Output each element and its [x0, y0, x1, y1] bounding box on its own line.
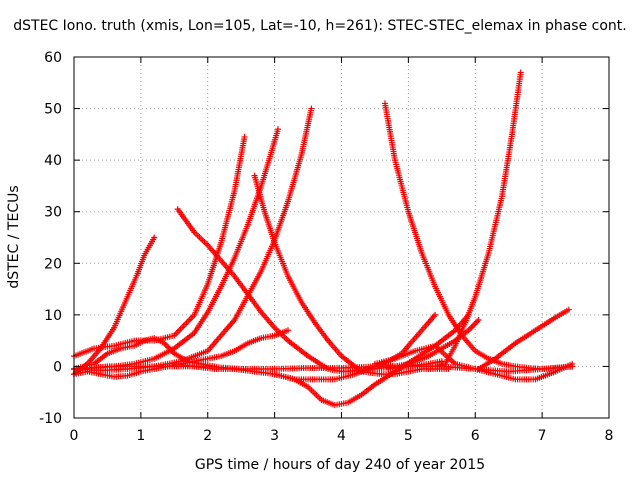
x-tick-label: 3 [270, 428, 279, 444]
y-axis-label: dSTEC / TECUs [6, 185, 22, 289]
y-tick-label: 60 [44, 50, 62, 66]
series-s10 [381, 100, 576, 373]
data-point [432, 311, 439, 318]
x-tick-label: 1 [136, 428, 145, 444]
series-s15 [475, 306, 572, 373]
x-axis-label: GPS time / hours of day 240 of year 2015 [194, 457, 486, 473]
chart-title: dSTEC Iono. truth (xmis, Lon=105, Lat=-1… [13, 18, 627, 34]
data-point [469, 322, 476, 329]
x-tick-label: 6 [471, 428, 480, 444]
data-point [472, 319, 479, 326]
data-point [241, 133, 248, 140]
axis-ticks: 0 1 2 3 4 5 6 7 8 -10 0 10 20 30 40 50 60 [39, 50, 613, 444]
data-point [151, 234, 158, 241]
series-s16 [71, 363, 576, 375]
x-tick-label: 0 [70, 428, 79, 444]
data-point [466, 325, 473, 332]
y-tick-label: 30 [44, 205, 62, 221]
data-point [569, 363, 576, 370]
y-tick-label: 20 [44, 256, 62, 272]
data-point [308, 105, 315, 112]
data-point [475, 317, 482, 324]
y-tick-label: 40 [44, 153, 62, 169]
x-tick-label: 4 [337, 428, 346, 444]
data-point [164, 343, 171, 350]
data-point [285, 327, 291, 334]
data-point [468, 324, 475, 331]
series-s1 [71, 234, 158, 378]
x-tick-label: 8 [605, 428, 614, 444]
data-point [565, 306, 572, 313]
x-tick-label: 5 [404, 428, 413, 444]
series-s2 [71, 133, 248, 360]
data-point [474, 318, 481, 325]
series-s11 [378, 69, 524, 370]
y-tick-label: 10 [44, 308, 62, 324]
y-tick-label: 50 [44, 102, 62, 118]
data-series [71, 69, 576, 409]
data-point [274, 126, 281, 133]
data-point [517, 69, 524, 76]
series-s4 [71, 105, 315, 374]
x-tick-label: 7 [538, 428, 547, 444]
x-tick-label: 2 [203, 428, 212, 444]
y-tick-label: 0 [53, 359, 62, 375]
data-point [471, 321, 478, 328]
y-tick-label: -10 [39, 411, 62, 427]
